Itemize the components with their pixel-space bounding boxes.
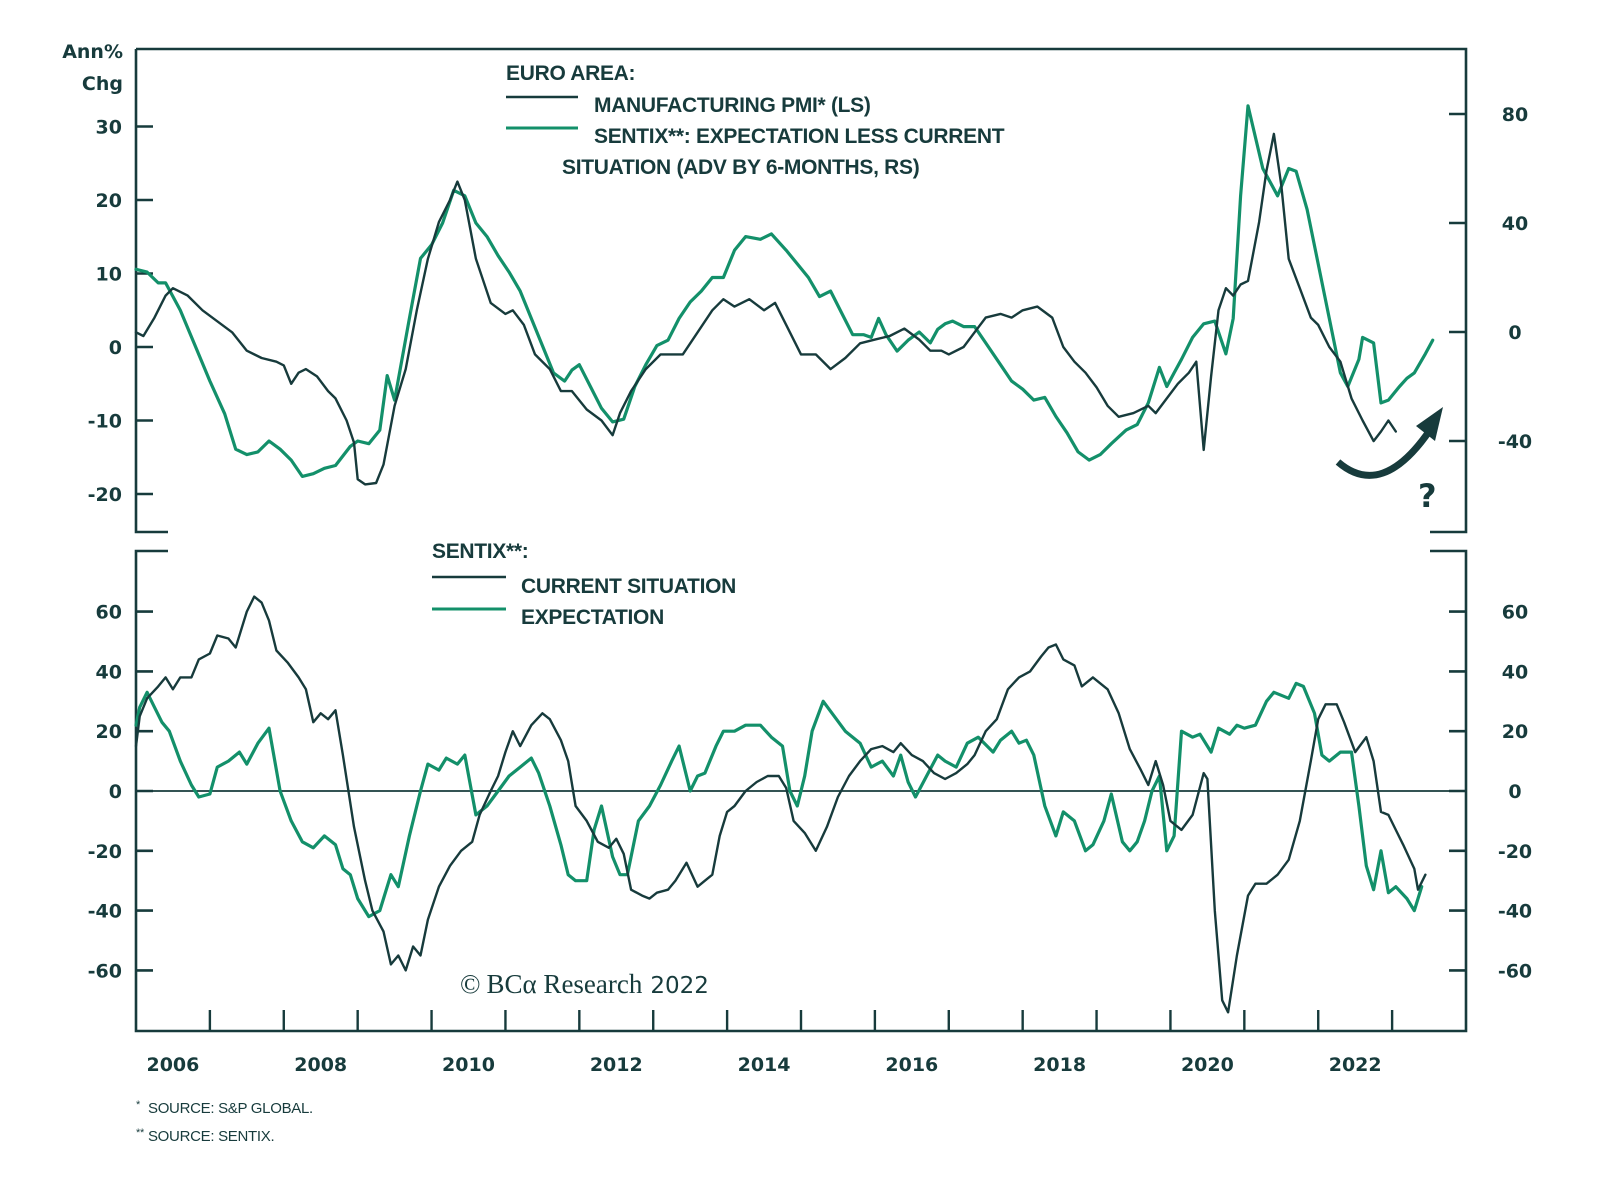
left-tick-label: 30 — [96, 117, 122, 139]
series-line-current-situation — [134, 595, 1427, 1014]
x-tick-label: 2016 — [885, 1054, 938, 1076]
legend-label-pmi: MANUFACTURING PMI* (LS) — [594, 94, 871, 117]
top-frame — [134, 47, 1468, 534]
series-line-sentix-expectation-less-current-situation-adv-by-6-months-rs — [134, 104, 1435, 478]
right-tick-label: -40 — [1498, 901, 1532, 923]
footnote-1-marker: * — [136, 1099, 141, 1111]
top-series-group — [134, 104, 1435, 486]
x-tick-label: 2006 — [146, 1054, 199, 1076]
legend-label-expectation: EXPECTATION — [521, 606, 664, 629]
x-tick-label: 2022 — [1329, 1054, 1382, 1076]
copyright-brand: BCα Research — [487, 969, 643, 999]
x-axis: 2006 2008 2010 2012 2014 2016 2018 2020 2022 — [146, 1010, 1394, 1076]
right-tick-label: 40 — [1502, 213, 1528, 235]
left-tick-label: 20 — [96, 721, 122, 743]
left-tick-label: -20 — [88, 841, 122, 863]
footnote-2-text: SOURCE: SENTIX. — [148, 1128, 274, 1145]
x-tick-label: 2020 — [1181, 1054, 1234, 1076]
top-panel: Ann% Chg 30 20 10 0 -10 -20 80 40 0 -40 EURO ARE… — [62, 41, 1532, 534]
right-tick-label: -20 — [1498, 841, 1532, 863]
right-tick-label: -40 — [1498, 431, 1532, 453]
right-tick-label: 60 — [1502, 602, 1528, 624]
bottom-legend-title: SENTIX**: — [432, 540, 529, 563]
legend-label-sentix-diff-line2: SITUATION (ADV BY 6-MONTHS, RS) — [562, 156, 919, 179]
svg-text:**SOURCE: SENTIX.: ** SOURCE: SENTIX. — [136, 1127, 274, 1145]
footnote-2-marker: ** — [136, 1127, 145, 1139]
bottom-right-axis: 60 40 20 0 -20 -40 -60 — [1449, 602, 1532, 982]
copyright: © BCα Research 2022 — [460, 969, 709, 999]
left-tick-label: 20 — [96, 190, 122, 212]
right-tick-label: 0 — [1508, 322, 1521, 344]
svg-text:*SOURCE: S&P GLOBAL.: * SOURCE: S&P GLOBAL. — [136, 1099, 313, 1117]
series-line-manufacturing-pmi-ls — [134, 132, 1397, 486]
right-tick-label: 20 — [1502, 721, 1528, 743]
right-tick-label: 40 — [1502, 661, 1528, 683]
arrow-head-icon — [1416, 407, 1443, 441]
footnote-1-text: SOURCE: S&P GLOBAL. — [148, 1100, 313, 1117]
footnotes: * SOURCE: S&P GLOBAL. ** SOURCE: SENTIX. — [136, 1099, 313, 1145]
left-tick-label: -60 — [88, 960, 122, 982]
question-mark-annotation: ? — [1418, 477, 1437, 515]
bottom-series-group — [134, 595, 1427, 1014]
legend-label-sentix-diff: SENTIX**: EXPECTATION LESS CURRENT — [594, 125, 1005, 148]
copyright-year: 2022 — [650, 973, 709, 999]
left-tick-label: 40 — [96, 661, 122, 683]
x-tick-label: 2018 — [1033, 1054, 1086, 1076]
top-left-axis: 30 20 10 0 -10 -20 — [88, 117, 153, 506]
right-tick-label: -60 — [1498, 960, 1532, 982]
left-axis-label-line1: Ann% — [62, 41, 123, 63]
top-right-axis: 80 40 0 -40 — [1449, 104, 1532, 453]
right-tick-label: 0 — [1508, 781, 1521, 803]
left-tick-label: 0 — [109, 337, 122, 359]
copyright-symbol: © — [460, 969, 481, 999]
left-tick-label: -10 — [88, 411, 122, 433]
x-tick-label: 2010 — [442, 1054, 495, 1076]
left-tick-label: 10 — [96, 264, 122, 286]
left-tick-label: -20 — [88, 484, 122, 506]
x-tick-label: 2014 — [738, 1054, 791, 1076]
left-tick-label: 60 — [96, 602, 122, 624]
legend-label-current: CURRENT SITUATION — [521, 575, 736, 598]
right-tick-label: 80 — [1502, 104, 1528, 126]
curved-up-arrow-icon — [1335, 428, 1433, 479]
bottom-left-axis: 60 40 20 0 -20 -40 -60 — [88, 602, 153, 982]
top-legend-title: EURO AREA: — [506, 62, 635, 85]
left-tick-label: 0 — [109, 781, 122, 803]
x-tick-label: 2012 — [590, 1054, 643, 1076]
left-tick-label: -40 — [88, 901, 122, 923]
left-axis-label-line2: Chg — [82, 73, 123, 95]
x-tick-label: 2008 — [294, 1054, 347, 1076]
series-line-expectation — [134, 681, 1424, 919]
